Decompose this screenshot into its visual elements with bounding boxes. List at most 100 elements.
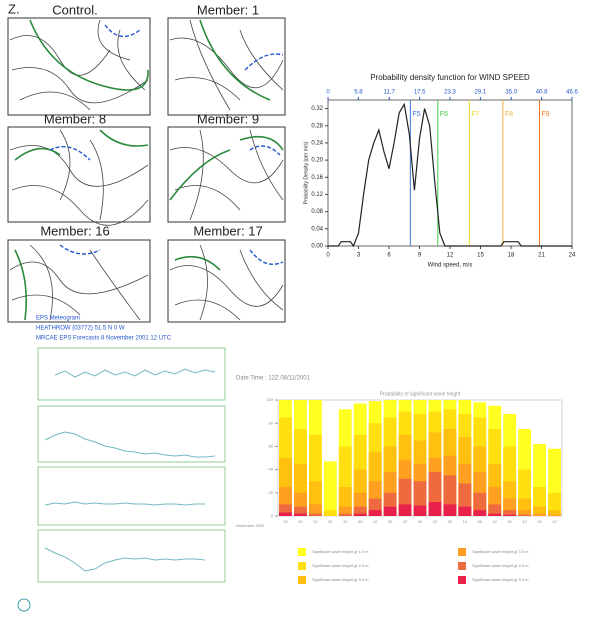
x-tick-label: 00 <box>328 519 333 524</box>
y-tick-label: 0.04 <box>311 226 323 232</box>
threshold-label: F9 <box>541 111 549 118</box>
x-tick-label: 12 <box>313 519 318 524</box>
legend-label: Significant wave height gt 4.0 m <box>472 563 529 568</box>
x-axis-label: Wind speed, m/s <box>428 263 473 269</box>
meteogram-text: HEATHROW (03772) 51.5 N 0 W <box>36 326 125 332</box>
bar <box>383 506 397 516</box>
chart-header: Date Time : 12Z 08/11/2001 <box>236 376 311 382</box>
bar <box>503 514 517 516</box>
legend-swatch <box>458 562 466 570</box>
panel-label: Z. <box>8 1 20 16</box>
bar <box>279 504 292 516</box>
y-tick-label: 0.24 <box>311 141 323 147</box>
bar <box>533 506 547 516</box>
bar <box>338 513 352 516</box>
x-tick-label: 21 <box>538 253 545 259</box>
x-tick-label: 12 <box>403 519 408 524</box>
x-tick-label: 12 <box>373 519 378 524</box>
bar <box>488 513 502 516</box>
bar <box>503 510 517 516</box>
x-tick-label: 00 <box>298 519 303 524</box>
x-tick-label: 12 <box>463 519 468 524</box>
x2-tick-label: 46.6 <box>566 90 578 96</box>
x-tick-label: 00 <box>448 519 453 524</box>
chart-title: Probability density function for WIND SP… <box>370 73 530 82</box>
contour <box>49 146 91 161</box>
x-tick-label: 12 <box>522 519 527 524</box>
y-tick-label: 80 <box>269 420 274 425</box>
contour <box>169 19 284 111</box>
map-frame <box>167 239 286 323</box>
plot-frame <box>327 99 573 247</box>
y-tick-label: 0 <box>271 513 274 518</box>
bar <box>398 504 412 516</box>
contour <box>249 145 281 156</box>
legend-swatch <box>298 562 306 570</box>
x-tick-label: 18 <box>508 253 515 259</box>
bar <box>533 513 547 516</box>
bar <box>428 502 442 516</box>
contour <box>14 129 149 161</box>
contour <box>169 129 284 221</box>
x-tick-label: 24 <box>569 253 576 259</box>
contour <box>169 244 284 321</box>
y-tick-label: 0.16 <box>311 175 323 181</box>
meteogram-trace <box>44 547 206 572</box>
contour <box>244 53 284 71</box>
legend-label: Significant wave height gt 1.0 m <box>312 549 369 554</box>
y-tick-label: 40 <box>269 467 274 472</box>
bar <box>323 461 337 516</box>
meteogram-trace <box>44 501 205 506</box>
meteogram-trace <box>54 368 216 378</box>
threshold-label: F7 <box>471 111 479 118</box>
map-title: Member: 1 <box>197 2 259 17</box>
x2-tick-label: 17.5 <box>414 90 426 96</box>
x-tick-label: 00 <box>507 519 512 524</box>
legend-label: Significant wave height gt 3.0 m <box>312 577 369 582</box>
bar <box>518 510 532 516</box>
map-title: Member: 9 <box>197 111 259 126</box>
x2-tick-label: 0 <box>326 90 330 96</box>
map-frame <box>7 126 151 223</box>
logo <box>17 598 31 612</box>
bar <box>293 506 307 516</box>
meteogram-text: MRCAE EPS Forecasts 8 November 2001 12 U… <box>36 336 172 342</box>
x-axis-label: November 2001 <box>236 523 265 528</box>
map-frame <box>167 126 286 223</box>
x2-tick-label: 40.8 <box>536 90 548 96</box>
meteogram-panel <box>37 347 226 401</box>
x2-tick-label: 29.1 <box>475 90 487 96</box>
x-tick-label: 12 <box>552 519 557 524</box>
bar <box>293 513 307 516</box>
y-tick-label: 0.00 <box>311 244 323 250</box>
x-tick-label: 00 <box>537 519 542 524</box>
threshold-label: F5 <box>412 111 420 118</box>
y-tick-label: 0.20 <box>311 158 323 164</box>
contour <box>9 244 149 321</box>
legend-label: Significant wave height gt 3.5 m <box>472 549 529 554</box>
bar <box>353 513 367 516</box>
x-tick-label: 15 <box>477 253 484 259</box>
y-tick-label: 0.08 <box>311 209 323 215</box>
contour <box>59 244 101 255</box>
bar <box>308 513 322 516</box>
x-tick-label: 6 <box>387 253 391 259</box>
y-tick-label: 60 <box>269 443 274 448</box>
map-title: Member: 17 <box>193 223 262 238</box>
x-tick-label: 00 <box>388 519 393 524</box>
threshold-label: F6 <box>440 111 448 118</box>
legend-label: Significant wave height gt 2.0 m <box>312 563 369 568</box>
contour <box>9 19 149 111</box>
legend-swatch <box>298 576 306 584</box>
meteogram-text: EPS Meteogram <box>36 316 80 322</box>
map-title: Member: 8 <box>44 111 106 126</box>
legend-swatch <box>458 548 466 556</box>
y-tick-label: 0.12 <box>311 192 323 198</box>
x2-tick-label: 11.7 <box>384 90 396 96</box>
y-tick-label: 0.32 <box>311 106 323 112</box>
map-frame <box>167 17 286 116</box>
map-title: Control. <box>52 2 98 17</box>
legend-label: Significant wave height gt 5.0 m <box>472 577 529 582</box>
x-tick-label: 12 <box>447 253 454 259</box>
contour <box>174 255 221 271</box>
